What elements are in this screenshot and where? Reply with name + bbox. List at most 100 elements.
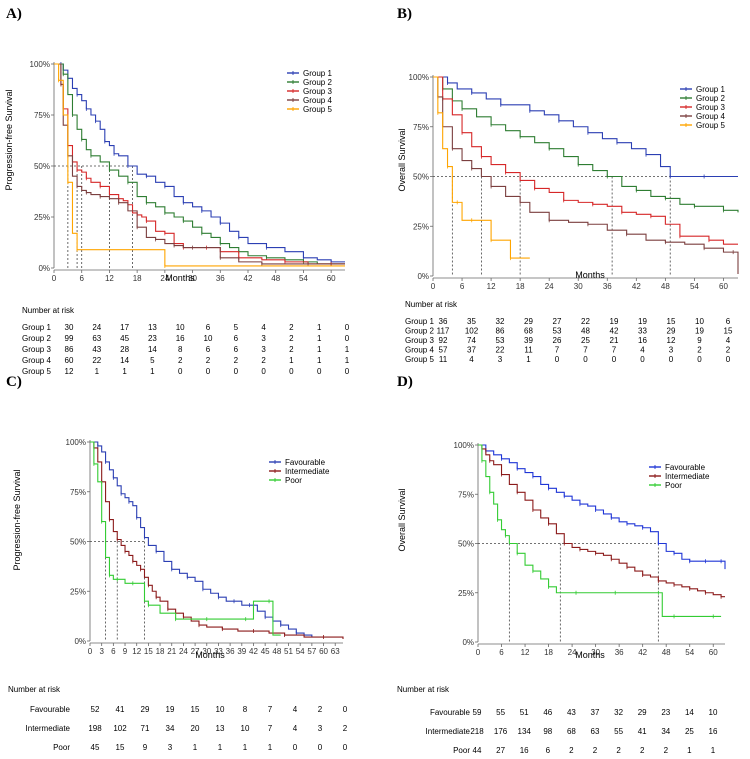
- risk-value: 34: [166, 724, 175, 733]
- risk-value: 0: [293, 743, 298, 752]
- panel-c: C)0%25%50%75%100%0 3 6 9 12 15 18 21 24 27 30 33 36 3…: [6, 374, 348, 752]
- risk-value: 27: [553, 317, 562, 326]
- risk-value: 6: [234, 334, 239, 343]
- risk-value: 68: [524, 327, 533, 336]
- risk-value: 22: [92, 356, 101, 365]
- risk-value: 1: [150, 367, 155, 376]
- x-tick-label: 60: [319, 647, 328, 656]
- risk-value: 37: [467, 346, 476, 355]
- risk-value: 3: [498, 355, 503, 364]
- risk-value: 5: [150, 356, 155, 365]
- x-tick-label: 63: [331, 647, 340, 656]
- risk-value: 52: [91, 705, 100, 714]
- risk-row-label: Group 4: [22, 356, 51, 365]
- risk-value: 1: [268, 743, 273, 752]
- legend-entry: Group 4: [303, 96, 332, 105]
- y-tick-label: 25%: [70, 587, 86, 596]
- y-tick-label: 50%: [413, 173, 429, 182]
- risk-value: 4: [469, 355, 474, 364]
- risk-value: 48: [581, 327, 590, 336]
- series-line: [433, 76, 738, 178]
- panel-label: B): [397, 6, 412, 22]
- y-tick-label: 100%: [30, 60, 50, 69]
- x-tick-label: 45: [261, 647, 270, 656]
- x-tick-label: 60: [709, 648, 718, 657]
- x-tick-label: 48: [271, 274, 280, 283]
- x-tick-label: 15: [144, 647, 153, 656]
- x-tick-label: 12: [521, 648, 530, 657]
- risk-value: 4: [261, 323, 266, 332]
- x-tick-label: 54: [296, 647, 305, 656]
- risk-value: 1: [687, 746, 692, 755]
- x-tick-label: 30: [574, 282, 583, 291]
- x-tick-label: 36: [615, 648, 624, 657]
- y-tick-label: 25%: [458, 589, 474, 598]
- risk-row-label: Group 5: [22, 367, 51, 376]
- series-line: [478, 444, 722, 617]
- risk-value: 3: [669, 346, 674, 355]
- risk-value: 92: [439, 336, 448, 345]
- risk-value: 2: [593, 746, 598, 755]
- risk-value: 22: [496, 346, 505, 355]
- risk-value: 2: [289, 345, 294, 354]
- risk-value: 63: [92, 334, 101, 343]
- legend-entry: Group 2: [303, 78, 332, 87]
- risk-value: 0: [317, 367, 322, 376]
- risk-value: 0: [345, 367, 350, 376]
- risk-row-label: Group 2: [405, 327, 434, 336]
- legend-entry: Group 5: [303, 105, 332, 114]
- x-tick-label: 30: [202, 647, 211, 656]
- y-tick-label: 75%: [70, 488, 86, 497]
- risk-value: 24: [92, 323, 101, 332]
- risk-value: 102: [113, 724, 127, 733]
- risk-value: 6: [726, 317, 731, 326]
- x-tick-label: 12: [105, 274, 114, 283]
- risk-value: 10: [204, 334, 213, 343]
- risk-value: 16: [709, 727, 718, 736]
- panel-label: D): [397, 374, 413, 390]
- x-tick-label: 51: [284, 647, 293, 656]
- x-tick-label: 42: [244, 274, 253, 283]
- risk-value: 134: [518, 727, 532, 736]
- risk-value: 2: [289, 323, 294, 332]
- risk-value: 4: [640, 346, 645, 355]
- series-line: [54, 63, 345, 265]
- x-tick-label: 24: [568, 648, 577, 657]
- x-tick-label: 0: [88, 647, 93, 656]
- legend-entry: Poor: [665, 481, 682, 490]
- risk-value: 2: [343, 724, 348, 733]
- risk-value: 0: [583, 355, 588, 364]
- legend-entry: Group 1: [696, 85, 725, 94]
- risk-value: 1: [289, 356, 294, 365]
- risk-value: 6: [546, 746, 551, 755]
- risk-value: 41: [638, 727, 647, 736]
- x-tick-label: 33: [214, 647, 223, 656]
- risk-value: 26: [553, 336, 562, 345]
- risk-value: 0: [289, 367, 294, 376]
- y-tick-label: 75%: [413, 123, 429, 132]
- risk-table-title: Number at risk: [405, 300, 458, 309]
- risk-value: 25: [685, 727, 694, 736]
- risk-value: 43: [567, 708, 576, 717]
- series-line: [433, 76, 530, 259]
- risk-value: 6: [234, 345, 239, 354]
- risk-row-label: Intermediate: [426, 727, 471, 736]
- risk-value: 14: [120, 356, 129, 365]
- risk-value: 2: [178, 356, 183, 365]
- y-tick-label: 50%: [34, 162, 50, 171]
- x-tick-label: 24: [160, 274, 169, 283]
- legend-entry: Favourable: [285, 458, 326, 467]
- series-line: [433, 76, 739, 275]
- risk-value: 0: [345, 323, 350, 332]
- y-tick-label: 0%: [38, 264, 50, 273]
- panel-label: C): [6, 374, 22, 390]
- risk-value: 29: [141, 705, 150, 714]
- risk-row-label: Poor: [53, 743, 70, 752]
- risk-value: 10: [241, 724, 250, 733]
- risk-value: 23: [661, 708, 670, 717]
- risk-value: 13: [148, 323, 157, 332]
- x-tick-label: 42: [638, 648, 647, 657]
- risk-value: 2: [640, 746, 645, 755]
- risk-value: 42: [610, 327, 619, 336]
